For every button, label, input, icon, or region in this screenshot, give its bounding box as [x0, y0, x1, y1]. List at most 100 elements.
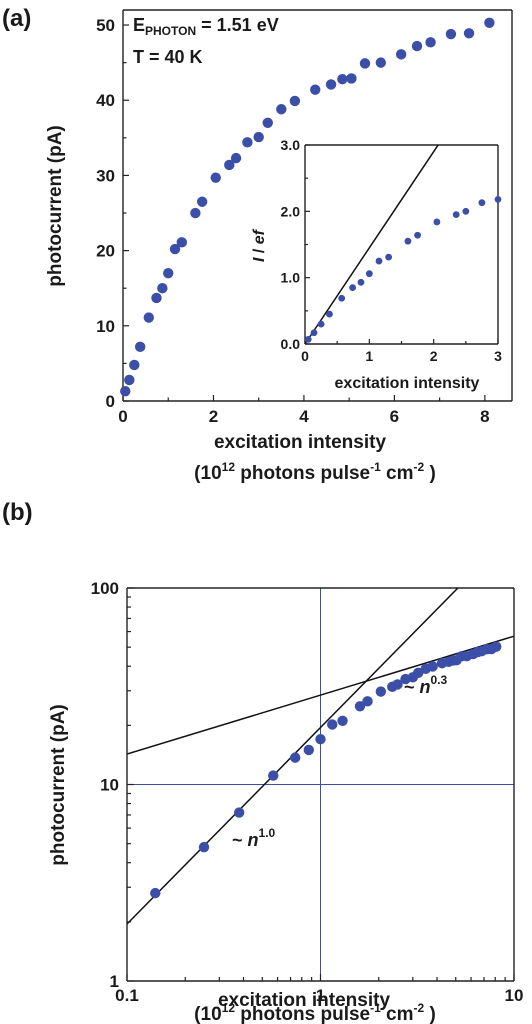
panel-a-label: (a): [2, 5, 31, 32]
inset-data-point: [404, 237, 412, 245]
inset-data-point: [462, 207, 470, 215]
panel-b-data-point: [303, 744, 314, 756]
panel-a-data-point: [346, 73, 357, 84]
panel-a-data-point: [124, 374, 135, 386]
panel-a-data-point: [359, 58, 371, 69]
inset-data-point: [375, 257, 383, 265]
panel-b-data-point: [375, 686, 387, 697]
inset-x-tick-label: 0: [301, 348, 309, 364]
panel-b-data-point: [354, 701, 366, 712]
inset-data-point: [433, 218, 441, 226]
panel-a-data-point: [210, 172, 221, 183]
inset-y-tick-label: 1.0: [281, 270, 301, 286]
panel-a-data-point: [163, 267, 174, 279]
fit-label-n1: ~ n1.0: [232, 826, 276, 850]
panel-a-data-point: [289, 95, 301, 107]
panel-b-power-law-fit: [127, 588, 459, 925]
inset-background: [305, 145, 498, 344]
panel-a-x-tick-label: 8: [480, 407, 489, 426]
inset-data-point: [452, 211, 460, 219]
panel-b-x-label: excitation intensity: [218, 990, 391, 1011]
panel-b-data-point: [362, 696, 373, 707]
panel-a-data-point: [325, 79, 337, 90]
panel-a-y-label: photocurrent (pA): [45, 125, 66, 286]
panel-b-data-point: [268, 770, 279, 781]
panel-a-data-point: [196, 196, 208, 207]
inset-fit-line: [304, 144, 439, 345]
panel-a-data-point: [484, 17, 495, 28]
panel-a-points: [120, 17, 495, 397]
inset-points: [304, 195, 502, 343]
panel-b-data-point: [233, 807, 245, 818]
inset-ticks: 0 1 2 3 0.0 1.0 2.0 3.0: [281, 137, 503, 364]
panel-a-data-point: [190, 207, 201, 219]
panel-b-data-point: [427, 661, 438, 672]
panel-b-data-point: [150, 887, 161, 899]
panel-a-data-point: [176, 237, 188, 248]
panel-b-y-tick-label: 1: [110, 972, 119, 991]
panel-a-data-point: [151, 292, 162, 304]
inset-data-point: [326, 310, 333, 318]
panel-b-data-point: [327, 719, 338, 730]
panel-b-data-point: [392, 679, 403, 690]
panel-a-x-tick-label: 0: [118, 407, 127, 426]
inset-x-label: excitation intensity: [335, 375, 480, 392]
panel-b-data-point: [337, 715, 348, 726]
panel-a-axes: [122, 9, 513, 402]
panel-a-y-tick-label: 30: [96, 166, 115, 185]
panel-b-x-tick-label: 0.1: [115, 986, 139, 1005]
panel-a-data-point: [143, 312, 154, 323]
panel-b-reference-lines: [127, 588, 514, 981]
panel-a-data-point: [129, 359, 140, 371]
panel-b-power-law-fit: [127, 635, 514, 755]
panel-b-data-point: [198, 841, 210, 853]
inset-y-tick-label: 0.0: [281, 336, 301, 352]
panel-a-data-point: [425, 37, 436, 48]
inset-data-point: [414, 231, 421, 239]
panel-a-data-point: [310, 84, 321, 95]
inset-data-point: [385, 253, 393, 261]
panel-a-x-label: excitation intensity: [214, 432, 387, 453]
panel-a-data-point: [169, 243, 181, 255]
panel-a-data-point: [411, 40, 423, 52]
inset-data-point: [304, 335, 312, 343]
inset-chart: 0 1 2 3 0.0 1.0 2.0 3.0 I / ef excitation inten…: [251, 137, 502, 392]
panel-b-data-point: [289, 752, 301, 763]
panel-a-data-point: [253, 131, 264, 143]
panel-a-y-tick-label: 50: [96, 16, 115, 35]
panel-a-data-point: [242, 137, 253, 148]
inset-x-tick-label: 3: [494, 348, 502, 364]
panel-a-data-point: [157, 283, 168, 294]
panel-b-y-tick-label: 100: [91, 579, 119, 598]
panel-a-data-point: [337, 73, 348, 85]
panel-b-fit-lines: [127, 588, 514, 925]
temperature-annotation: T = 40 K: [133, 47, 203, 67]
inset-linear-fit: [304, 144, 439, 345]
panel-b-data-point: [491, 641, 502, 652]
panel-a-x-tick-label: 2: [209, 407, 218, 426]
panel-a-data-point: [230, 152, 242, 164]
inset-data-point: [349, 284, 357, 292]
inset-data-point: [365, 270, 373, 278]
panel-b-points: [150, 641, 502, 899]
inset-x-tick-label: 2: [430, 348, 438, 364]
panel-b-y-label: photocurrent (pA): [48, 704, 69, 865]
panel-a-x-tick-label: 4: [299, 407, 309, 426]
panel-b-y-tick-label: 10: [100, 776, 119, 795]
panel-a-y-tick-label: 40: [96, 91, 115, 110]
inset-data-point: [357, 278, 365, 286]
panel-a-data-point: [463, 28, 475, 39]
inset-data-point: [338, 294, 346, 302]
inset-data-point: [494, 195, 502, 203]
panel-b-x-units: (1012 photons pulse-1 cm-2 ): [194, 1001, 436, 1024]
panel-a-data-point: [395, 49, 407, 60]
inset-y-label: I / ef: [251, 228, 268, 262]
panel-a-data-point: [224, 159, 235, 171]
panel-a-data-point: [276, 104, 287, 115]
panel-b-x-tick-label: 1: [316, 986, 325, 1005]
panel-a-y-tick-label: 0: [106, 392, 115, 411]
panel-a-data-point: [375, 57, 387, 68]
inset-y-tick-label: 3.0: [281, 137, 301, 153]
